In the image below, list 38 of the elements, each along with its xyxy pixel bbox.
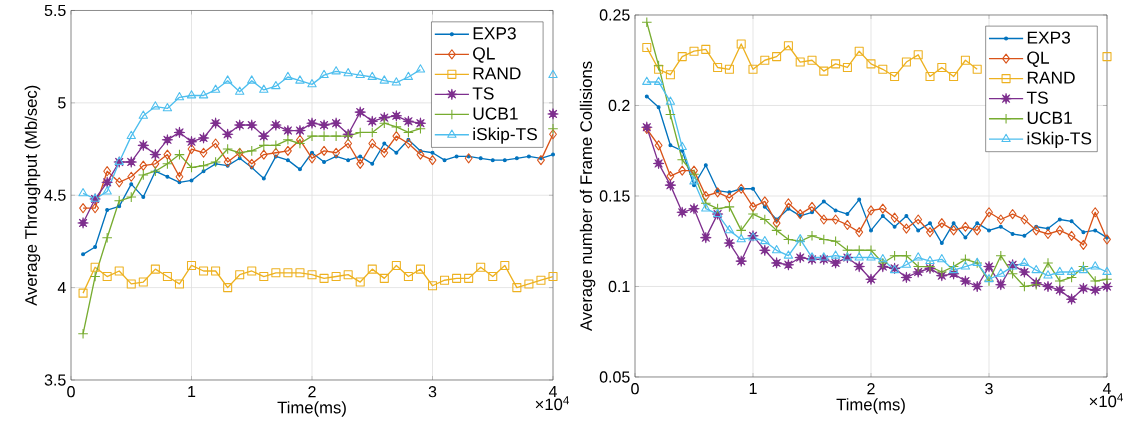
y-tick-label: 3.5 xyxy=(44,374,66,386)
y-tick-label: 5 xyxy=(58,97,66,109)
legend-label: EXP3 xyxy=(473,27,516,40)
y-tick-label: 0.05 xyxy=(599,371,630,383)
legend-label: EXP3 xyxy=(1027,31,1071,44)
x-tick-label: 1 xyxy=(188,386,196,398)
text: ×10$^{4}$ xyxy=(1089,393,1124,408)
x-tick-label: 0 xyxy=(631,383,639,395)
x-tick-label: 3 xyxy=(985,383,993,395)
y-tick-label: 0.15 xyxy=(599,190,630,202)
legend-label: RAND xyxy=(1027,71,1075,84)
y-tick-label: 0.1 xyxy=(608,280,630,293)
y-axis-title: Average number of Frame Collisions xyxy=(579,61,596,332)
y-axis-title: Average Throughput (Mb/sec) xyxy=(24,85,41,306)
x-tick-label: 4 xyxy=(548,386,557,398)
x-axis-title: Time(ms) xyxy=(277,401,346,417)
legend-label: QL xyxy=(473,47,495,63)
legend-label: UCB1 xyxy=(473,107,518,120)
legend-label: RAND xyxy=(473,67,521,80)
legend-label: QL xyxy=(1027,51,1050,67)
x-tick-label: 2 xyxy=(308,386,316,398)
y-tick-label: 0.2 xyxy=(608,99,630,112)
text: ×10$^{4}$ xyxy=(535,396,570,411)
legend-label: TS xyxy=(472,87,494,100)
x-axis-title: Time(ms) xyxy=(836,398,905,414)
legend-label: iSkip-TS xyxy=(1027,131,1092,148)
legend-label: TS xyxy=(1026,91,1048,104)
x-tick-label: 0 xyxy=(67,386,75,398)
y-tick-label: 0.25 xyxy=(599,9,630,21)
legend-label: iSkip-TS xyxy=(473,127,537,144)
y-tick-label: 5.5 xyxy=(44,4,66,17)
y-tick-label: 4.5 xyxy=(44,189,66,201)
legend-label: UCB1 xyxy=(1027,111,1072,124)
x-tick-label: 4 xyxy=(1102,383,1111,395)
x-tick-label: 3 xyxy=(428,386,437,398)
y-tick-label: 4 xyxy=(57,282,66,294)
x-tick-label: 2 xyxy=(867,383,875,395)
x-tick-label: 1 xyxy=(749,383,757,395)
